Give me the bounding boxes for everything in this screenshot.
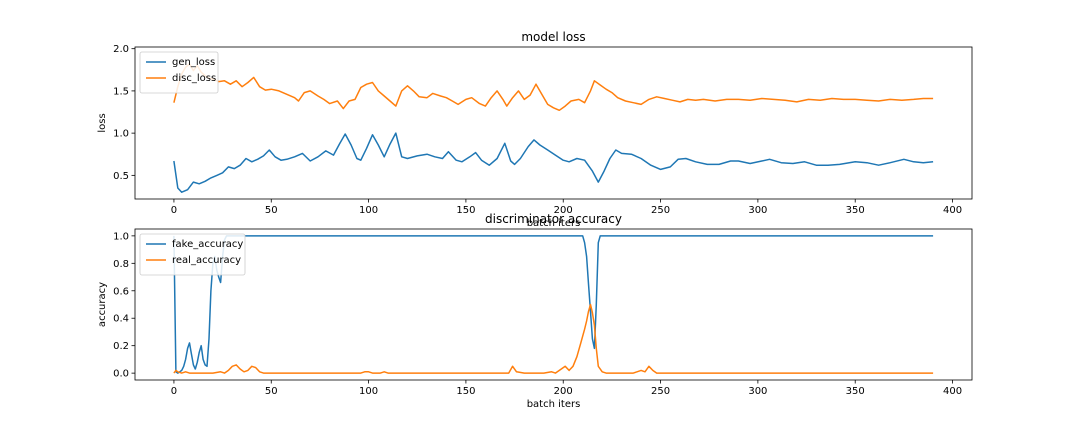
y-tick-label: 0.5 [113, 171, 129, 182]
x-tick-label: 50 [265, 386, 278, 397]
x-tick-label: 200 [554, 205, 573, 216]
y-tick-label: 2.0 [113, 44, 129, 55]
series-line-disc_loss [173, 63, 934, 112]
x-tick-label: 150 [456, 205, 475, 216]
x-tick-label: 0 [171, 205, 177, 216]
legend-label-disc_loss: disc_loss [172, 73, 216, 84]
y-tick-label: 1.5 [113, 86, 129, 97]
y-tick-label: 0.8 [113, 259, 129, 270]
x-tick-label: 300 [748, 205, 767, 216]
x-tick-label: 400 [943, 386, 962, 397]
series-line-real_accuracy [173, 303, 934, 374]
x-tick-label: 300 [748, 386, 767, 397]
x-tick-label: 400 [943, 205, 962, 216]
series-line-fake_accuracy [173, 235, 934, 374]
x-tick-label: 350 [846, 205, 865, 216]
x-tick-label: 200 [554, 386, 573, 397]
x-tick-label: 0 [171, 386, 177, 397]
legend: gen_loss disc_loss [139, 51, 219, 94]
x-tick-label: 50 [265, 205, 278, 216]
y-tick-label: 0.4 [113, 314, 129, 325]
chart-title: discriminator accuracy [485, 212, 622, 226]
x-axis-label: batch iters [527, 218, 581, 229]
y-axis-label: loss [97, 113, 108, 132]
chart-panel-1: 0 50 100 150 200 250 300 350 400 0.5 1.0 1.5 2.0 mode… [97, 30, 973, 229]
x-tick-label: 250 [651, 386, 670, 397]
y-tick-label: 0.2 [113, 341, 129, 352]
x-tick-label: 250 [651, 205, 670, 216]
chart-panel-2: 0 50 100 150 200 250 300 350 400 0.0 0.2 0.4 0.6 0.8 1… [97, 212, 973, 410]
x-tick-label: 350 [846, 386, 865, 397]
y-tick-label: 0.0 [113, 369, 129, 380]
legend-label-gen_loss: gen_loss [172, 57, 215, 68]
legend-label-real_accuracy: real_accuracy [172, 255, 241, 266]
x-tick-label: 150 [456, 386, 475, 397]
series-line-gen_loss [173, 132, 934, 193]
y-tick-label: 1.0 [113, 231, 129, 242]
y-axis-label: accuracy [97, 282, 108, 327]
plot-frame [134, 228, 973, 381]
legend: fake_accuracy real_accuracy [139, 233, 246, 276]
x-tick-label: 100 [359, 205, 378, 216]
plot-frame [134, 46, 973, 200]
y-tick-label: 0.6 [113, 286, 129, 297]
legend-label-fake_accuracy: fake_accuracy [172, 239, 243, 250]
x-tick-label: 100 [359, 386, 378, 397]
legend-box [139, 233, 246, 276]
chart-title: model loss [521, 30, 585, 44]
x-axis-label: batch iters [527, 399, 581, 410]
y-tick-label: 1.0 [113, 129, 129, 140]
